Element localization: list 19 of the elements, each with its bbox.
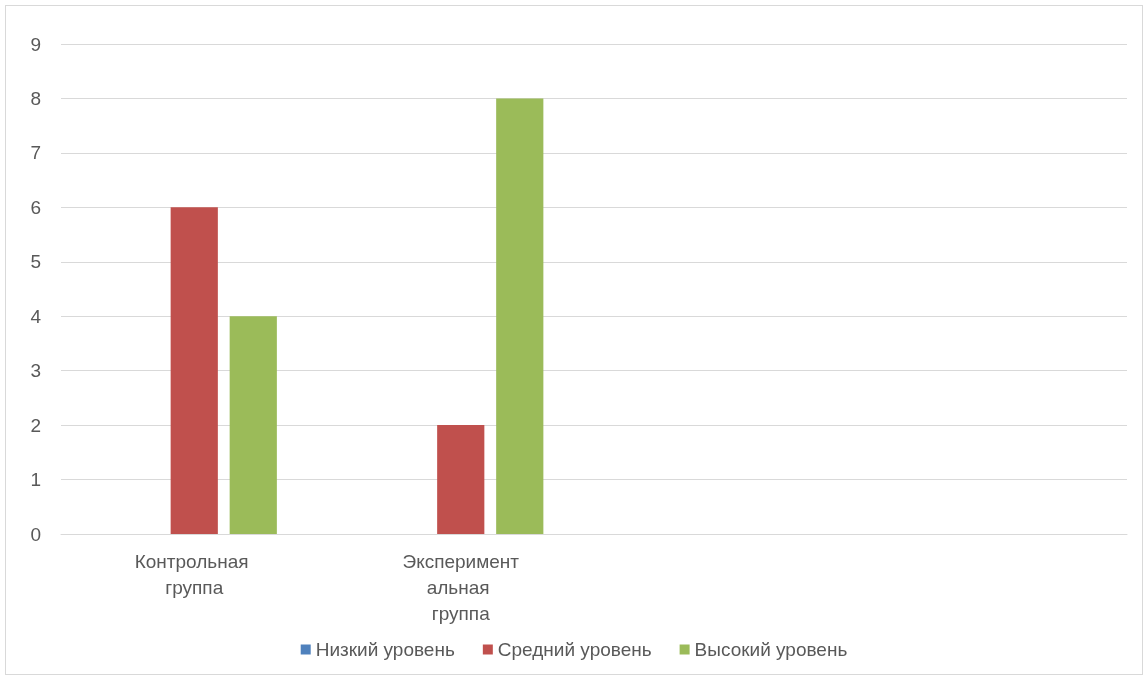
x-tick-label: Контрольная группа — [134, 550, 254, 598]
y-tick-label: 1 — [30, 469, 41, 491]
y-tick-label: 7 — [30, 142, 41, 164]
legend-label: Высокий уровень — [694, 639, 848, 660]
bar — [437, 425, 485, 534]
y-tick-label: 3 — [30, 360, 41, 382]
y-tick-label: 8 — [30, 87, 41, 109]
legend-label: Низкий уровень — [315, 639, 455, 660]
bar — [496, 98, 544, 534]
x-tick-label: Экспериментальная группа — [402, 550, 520, 624]
bar — [170, 207, 218, 534]
bar — [229, 316, 277, 534]
y-tick-label: 4 — [30, 305, 42, 327]
y-tick-label: 0 — [30, 523, 41, 545]
y-tick-label: 5 — [30, 251, 41, 273]
y-tick-label: 6 — [30, 196, 41, 218]
y-tick-label: 9 — [30, 33, 41, 55]
legend-label: Средний уровень — [497, 639, 652, 660]
y-tick-label: 2 — [30, 414, 41, 436]
